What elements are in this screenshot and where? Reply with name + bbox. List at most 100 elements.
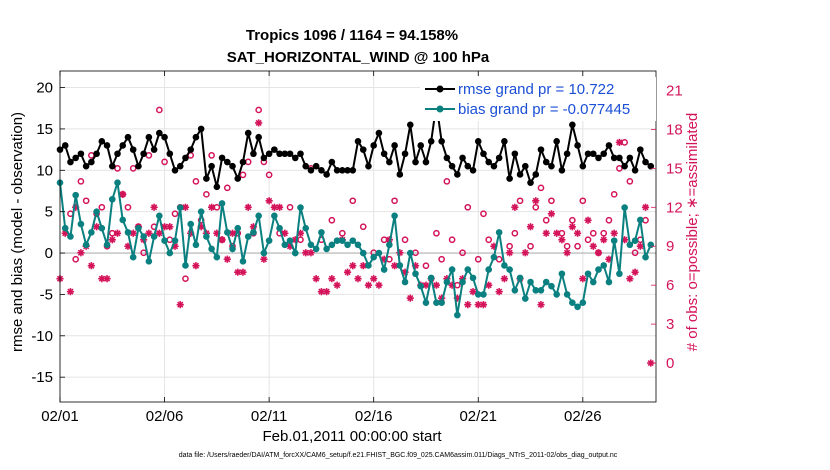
- obs-assimilated-point: [354, 275, 362, 283]
- bias-point: [527, 278, 534, 286]
- asterisk-stroke: [469, 288, 477, 295]
- rmse-point: [610, 154, 618, 162]
- rmse-point: [192, 133, 200, 141]
- bias-point: [140, 233, 147, 240]
- bias-point: [495, 229, 503, 236]
- rmse-point: [490, 162, 498, 170]
- plot-frame: [59, 70, 657, 403]
- obs-possible-point: [124, 203, 132, 211]
- x-tick-label: 02/01: [41, 408, 79, 425]
- obs-assimilated-point: [103, 275, 111, 283]
- rmse-point: [312, 162, 320, 170]
- obs-assimilated-point: [485, 281, 493, 289]
- rmse-point: [67, 158, 74, 166]
- obs-assimilated-point: [641, 203, 650, 211]
- bias-point: [359, 249, 367, 257]
- rmse-point: [589, 150, 597, 158]
- obs-assimilated-point: [500, 275, 508, 283]
- rmse-point: [600, 150, 608, 158]
- asterisk-stroke: [485, 282, 492, 289]
- asterisk-stroke: [177, 301, 184, 308]
- asterisk-stroke: [98, 275, 105, 282]
- bias-point: [197, 208, 205, 215]
- y2-tick-label: 9: [666, 238, 674, 255]
- asterisk-stroke: [271, 204, 278, 211]
- obs-assimilated-point: [208, 203, 216, 211]
- obs-assimilated-point: [239, 268, 247, 276]
- asterisk-stroke: [344, 269, 351, 276]
- bias-point: [192, 241, 200, 249]
- rmse-point: [349, 167, 357, 174]
- chart-subtitle: SAT_HORIZONTAL_WIND @ 100 hPa: [227, 49, 490, 66]
- obs-assimilated-point: [150, 203, 158, 211]
- rmse-point: [427, 138, 435, 145]
- bias-point: [108, 195, 116, 203]
- rmse-point: [77, 150, 85, 158]
- rmse-point: [318, 167, 325, 174]
- obs-possible-point: [600, 229, 608, 237]
- bias-point: [448, 266, 456, 273]
- obs-possible-point: [171, 210, 179, 218]
- obs-possible-point: [182, 275, 189, 283]
- asterisk-stroke: [93, 223, 100, 230]
- legend-box: [420, 77, 656, 121]
- bias-point: [365, 262, 372, 269]
- y2-tick-label: 6: [666, 277, 674, 294]
- obs-assimilated-point: [192, 262, 200, 270]
- obs-assimilated-point: [558, 236, 566, 244]
- bias-point: [438, 299, 445, 307]
- obs-possible-point: [129, 165, 137, 172]
- bias-point: [291, 249, 299, 257]
- asterisk-stroke: [637, 243, 644, 250]
- bias-point: [229, 245, 236, 253]
- obs-assimilated-point: [600, 236, 608, 244]
- asterisk-stroke: [145, 230, 152, 237]
- bias-point: [386, 241, 393, 249]
- bias-point: [469, 274, 477, 282]
- bias-point: [297, 204, 304, 211]
- asterisk-stroke: [224, 256, 231, 263]
- obs-assimilated-point: [553, 229, 561, 237]
- rmse-point: [108, 162, 116, 170]
- obs-assimilated-point: [542, 229, 550, 237]
- bias-point: [276, 224, 283, 232]
- asterisk-stroke: [88, 262, 95, 269]
- rmse-point: [98, 138, 106, 145]
- obs-possible-point: [563, 242, 571, 250]
- rmse-point: [595, 154, 602, 162]
- bias-point: [344, 241, 351, 249]
- legend: rmse grand pr = 10.722 bias grand pr = -…: [420, 77, 656, 121]
- obs-possible-point: [532, 203, 540, 211]
- obs-possible-point: [114, 165, 121, 172]
- obs-assimilated-point: [281, 229, 289, 237]
- asterisk-stroke: [349, 262, 356, 269]
- obs-assimilated-point: [176, 301, 184, 309]
- obs-possible-point: [223, 184, 231, 192]
- bias-point: [490, 253, 498, 261]
- asterisk-stroke: [647, 359, 654, 367]
- obs-assimilated-point: [302, 249, 310, 257]
- rmse-point: [448, 162, 456, 170]
- obs-assimilated-point: [479, 301, 488, 309]
- rmse-point: [354, 138, 362, 145]
- obs-possible-point: [349, 197, 357, 205]
- obs-possible-point: [359, 223, 367, 231]
- obs-assimilated-point: [568, 223, 576, 231]
- rmse-point: [438, 138, 445, 145]
- asterisk-stroke: [522, 249, 529, 256]
- obs-assimilated-point: [223, 255, 231, 263]
- rmse-point: [422, 158, 430, 166]
- bias-point: [474, 291, 482, 298]
- obs-assimilated-point: [155, 229, 163, 237]
- bias-point: [286, 237, 294, 244]
- bias-point: [176, 204, 184, 211]
- obs-assimilated-point: [77, 249, 85, 257]
- x-tick-label: 02/16: [355, 408, 393, 425]
- obs-possible-point: [239, 171, 247, 179]
- obs-assimilated-point: [547, 210, 556, 218]
- bias-point: [349, 237, 357, 244]
- obs-possible-point: [161, 158, 168, 166]
- rmse-point: [521, 162, 529, 170]
- asterisk-stroke: [192, 262, 200, 269]
- asterisk-stroke: [631, 269, 639, 276]
